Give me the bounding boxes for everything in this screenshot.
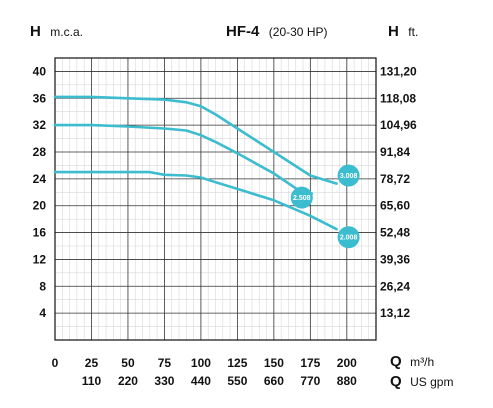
y-left-tick-label: 40	[33, 64, 47, 78]
x-primary-tick-label: 125	[227, 356, 247, 370]
right-axis-symbol: H	[388, 23, 399, 40]
x-primary-tick-label: 150	[264, 356, 284, 370]
curve-label: 2.008	[340, 235, 358, 242]
x-secondary-tick-label: 660	[264, 374, 284, 388]
curve-badge	[290, 186, 313, 209]
left-axis-symbol: H	[30, 23, 41, 40]
chart-subtitle: (20-30 HP)	[269, 25, 328, 39]
y-left-tick-label: 12	[33, 252, 47, 266]
x-secondary-header: Q US gpm	[390, 373, 453, 390]
y-right-tick-label: 78,72	[380, 172, 410, 186]
right-axis-header: H ft.	[388, 23, 418, 40]
y-left-tick-label: 16	[33, 226, 47, 240]
plot-border	[54, 57, 377, 341]
x-secondary-tick-label: 110	[82, 374, 102, 388]
left-axis-unit: m.c.a.	[50, 25, 83, 39]
tick-labels: 4 8 12 16 20 24 28 32 36 40 13,12 26,24 39,36 52,48 65…	[33, 64, 417, 388]
y-right-tick-label: 39,36	[380, 252, 410, 266]
x-secondary-tick-label: 550	[227, 374, 247, 388]
y-left-tick-label: 8	[39, 279, 46, 293]
curve-3.008	[53, 95, 338, 185]
chart-title: HF-4	[226, 23, 260, 40]
curve-label: 2.508	[293, 195, 311, 202]
curve-2.008	[53, 170, 338, 231]
x-secondary-tick-label: 330	[154, 374, 174, 388]
y-left-tick-label: 28	[33, 145, 47, 159]
y-right-tick-label: 26,24	[380, 279, 410, 293]
y-right-tick-label: 13,12	[380, 306, 410, 320]
x-secondary-tick-label: 220	[118, 374, 138, 388]
chart-title-line: HF-4 (20-30 HP)	[226, 23, 327, 40]
x-secondary-tick-label: 770	[300, 374, 320, 388]
y-right-tick-label: 104,96	[380, 118, 417, 132]
y-right-tick-label: 65,60	[380, 199, 410, 213]
x-primary-header: Q m³/h	[390, 353, 434, 370]
x-primary-unit: m³/h	[410, 355, 434, 369]
axes	[54, 57, 377, 341]
y-left-tick-label: 20	[33, 199, 47, 213]
y-right-tick-label: 52,48	[380, 226, 410, 240]
curve-badge	[337, 226, 360, 249]
left-axis-header: H m.c.a.	[30, 23, 83, 40]
x-primary-tick-label: 100	[191, 356, 211, 370]
curve-label: 3.008	[340, 173, 358, 180]
y-right-tick-label: 131,20	[380, 64, 417, 78]
x-secondary-symbol: Q	[390, 373, 402, 390]
x-primary-tick-label: 200	[337, 356, 357, 370]
y-right-tick-label: 91,84	[380, 145, 410, 159]
y-left-tick-label: 36	[33, 91, 47, 105]
right-axis-unit: ft.	[408, 25, 418, 39]
y-right-tick-label: 118,08	[380, 91, 416, 105]
grid	[55, 58, 376, 340]
x-primary-tick-label: 25	[85, 356, 99, 370]
x-secondary-tick-label: 440	[191, 374, 211, 388]
x-primary-tick-label: 175	[300, 356, 320, 370]
y-left-tick-label: 24	[33, 172, 47, 186]
y-left-tick-label: 32	[33, 118, 47, 132]
curve-2.508	[53, 123, 314, 195]
curve-badge	[337, 164, 360, 187]
y-left-tick-label: 4	[39, 306, 46, 320]
curves: 3.008 2.508 2.008	[53, 95, 360, 249]
x-secondary-unit: US gpm	[410, 375, 453, 389]
x-primary-tick-label: 0	[52, 356, 59, 370]
x-primary-tick-label: 50	[121, 356, 135, 370]
x-primary-symbol: Q	[390, 353, 402, 370]
x-primary-tick-label: 75	[158, 356, 172, 370]
x-secondary-tick-label: 880	[337, 374, 357, 388]
